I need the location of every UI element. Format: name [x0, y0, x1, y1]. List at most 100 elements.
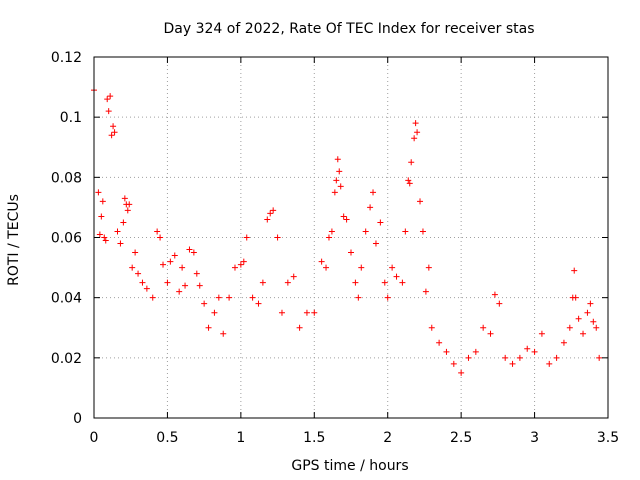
data-point: [580, 330, 587, 337]
x-tick-label: 2.5: [450, 430, 472, 446]
data-point: [572, 294, 579, 301]
data-point: [318, 258, 325, 265]
data-point: [381, 279, 388, 286]
y-tick-label: 0.04: [51, 291, 82, 307]
data-point: [132, 249, 139, 256]
data-point: [362, 228, 369, 235]
data-point: [143, 285, 150, 292]
data-point: [496, 300, 503, 307]
data-point: [584, 309, 591, 316]
data-point: [211, 309, 218, 316]
y-tick-label: 0.08: [51, 170, 82, 186]
data-point: [560, 339, 567, 346]
data-point: [167, 258, 174, 265]
data-point: [126, 201, 133, 208]
data-point: [176, 288, 183, 295]
data-point: [108, 132, 115, 139]
data-point: [278, 309, 285, 316]
data-point: [105, 108, 112, 115]
data-point: [590, 318, 597, 325]
x-tick-label: 1: [236, 430, 245, 446]
y-tick-label: 0.02: [51, 351, 82, 367]
data-point: [160, 261, 167, 268]
data-point: [516, 354, 523, 361]
data-point: [450, 360, 457, 367]
data-point: [367, 204, 374, 211]
data-point: [358, 264, 365, 271]
data-point: [531, 348, 538, 355]
data-point: [419, 228, 426, 235]
data-point: [249, 294, 256, 301]
data-point: [114, 228, 121, 235]
x-tick-label: 3: [530, 430, 539, 446]
y-tick-label: 0.06: [51, 231, 82, 247]
data-point: [164, 279, 171, 286]
data-point: [553, 354, 560, 361]
data-point: [98, 213, 105, 220]
data-point: [196, 282, 203, 289]
data-point: [129, 264, 136, 271]
data-point: [193, 270, 200, 277]
data-point: [399, 279, 406, 286]
data-point: [101, 234, 108, 241]
data-point: [566, 324, 573, 331]
data-point: [201, 300, 208, 307]
data-point: [171, 252, 178, 259]
data-point: [231, 264, 238, 271]
y-tick-label: 0.12: [51, 50, 82, 66]
data-point: [370, 189, 377, 196]
data-point: [149, 294, 156, 301]
data-point: [325, 234, 332, 241]
chart-title: Day 324 of 2022, Rate Of TEC Index for r…: [163, 21, 534, 37]
x-axis-label: GPS time / hours: [291, 458, 408, 474]
x-tick-label: 2: [383, 430, 392, 446]
data-point: [267, 210, 274, 217]
y-axis-label: ROTI / TECUs: [6, 194, 22, 286]
data-point: [405, 177, 412, 184]
data-point: [186, 246, 193, 253]
data-point: [393, 273, 400, 280]
data-point: [352, 279, 359, 286]
data-point: [480, 324, 487, 331]
data-point: [154, 228, 161, 235]
data-point: [372, 240, 379, 247]
data-point: [402, 228, 409, 235]
x-tick-label: 3.5: [597, 430, 619, 446]
data-point: [333, 177, 340, 184]
data-point: [355, 294, 362, 301]
y-tick-label: 0: [73, 411, 82, 427]
data-point: [328, 228, 335, 235]
x-tick-label: 0.5: [156, 430, 178, 446]
data-point: [264, 216, 271, 223]
data-point: [290, 273, 297, 280]
data-point: [422, 288, 429, 295]
data-point: [311, 309, 318, 316]
axis-ticks: 0 0.02 0.04 0.06 0.08 0.1 0.12 0 0.5 1 1.5 2 2.5 3 3.5: [51, 50, 619, 446]
data-point: [389, 264, 396, 271]
data-point: [417, 198, 424, 205]
data-point: [596, 354, 603, 361]
data-point: [465, 354, 472, 361]
data-point: [593, 324, 600, 331]
data-point: [472, 348, 479, 355]
data-point: [414, 129, 421, 136]
data-point: [323, 264, 330, 271]
y-tick-label: 0.1: [60, 110, 82, 126]
data-point: [135, 270, 142, 277]
data-point: [343, 216, 350, 223]
data-point: [139, 279, 146, 286]
data-point: [274, 234, 281, 241]
data-point: [408, 159, 415, 166]
data-point: [458, 369, 465, 376]
data-point: [182, 282, 189, 289]
data-point: [334, 156, 341, 163]
data-point: [406, 180, 413, 187]
data-point: [110, 123, 117, 130]
data-point: [509, 360, 516, 367]
data-point: [348, 249, 354, 256]
x-tick-label: 0: [90, 430, 99, 446]
data-point: [120, 219, 127, 226]
data-point: [337, 183, 344, 190]
data-point: [384, 294, 391, 301]
